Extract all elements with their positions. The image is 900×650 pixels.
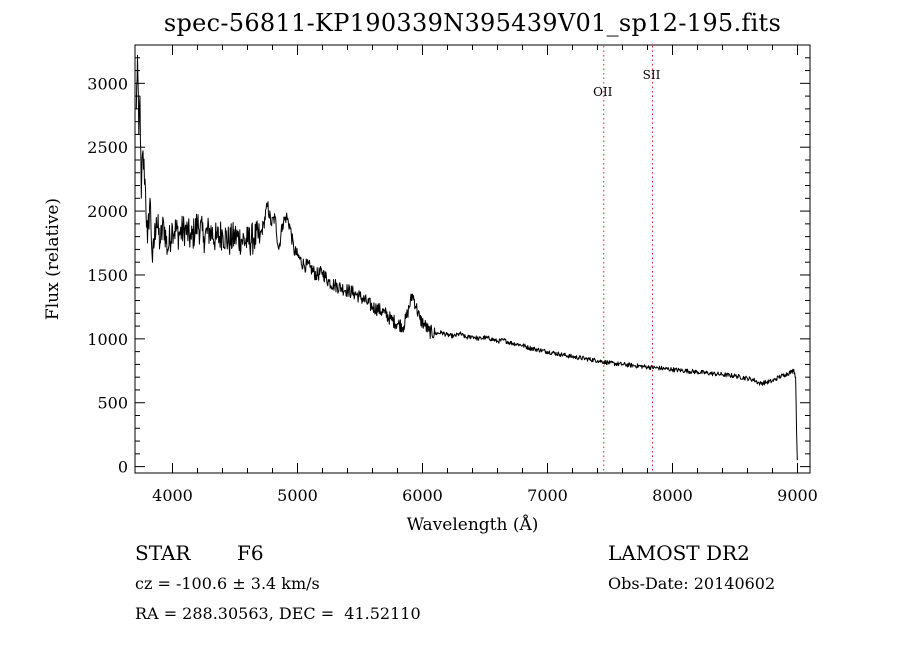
axis-ticks — [135, 45, 810, 473]
y-tick-label: 1000 — [87, 330, 128, 349]
x-tick-label: 8000 — [652, 486, 693, 505]
line-marker-label: SII — [643, 68, 661, 82]
y-tick-label: 1500 — [87, 266, 128, 285]
survey-name: LAMOST DR2 — [608, 541, 750, 565]
chart-title: spec-56811-KP190339N395439V01_sp12-195.f… — [163, 9, 782, 37]
y-tick-label: 500 — [97, 394, 128, 413]
series-layer — [135, 54, 798, 461]
y-tick-label: 0 — [118, 458, 128, 477]
x-tick-label: 9000 — [777, 486, 818, 505]
tick-labels: 4000 5000 6000 7000 8000 9000 0 500 1000 1500 2000… — [87, 74, 818, 505]
object-subclass: F6 — [237, 541, 264, 565]
x-axis-label: Wavelength (Å) — [407, 514, 539, 535]
plot-frame — [134, 44, 811, 474]
y-tick-label: 2500 — [87, 138, 128, 157]
x-tick-label: 7000 — [527, 486, 568, 505]
object-class: STAR — [135, 541, 191, 565]
redshift-velocity: cz = -100.6 ± 3.4 km/s — [135, 574, 320, 593]
y-tick-label: 3000 — [87, 74, 128, 93]
line-marker-label: OII — [593, 85, 613, 99]
observation-date: Obs-Date: 20140602 — [608, 574, 776, 593]
y-axis-label: Flux (relative) — [43, 198, 63, 320]
y-tick-label: 2000 — [87, 202, 128, 221]
x-tick-label: 4000 — [152, 486, 193, 505]
x-tick-label: 5000 — [277, 486, 318, 505]
line-markers: OII SII — [593, 46, 661, 472]
spectrum-line — [135, 54, 798, 461]
sky-coordinates: RA = 288.30563, DEC = 41.52110 — [135, 604, 421, 623]
x-tick-label: 6000 — [402, 486, 443, 505]
